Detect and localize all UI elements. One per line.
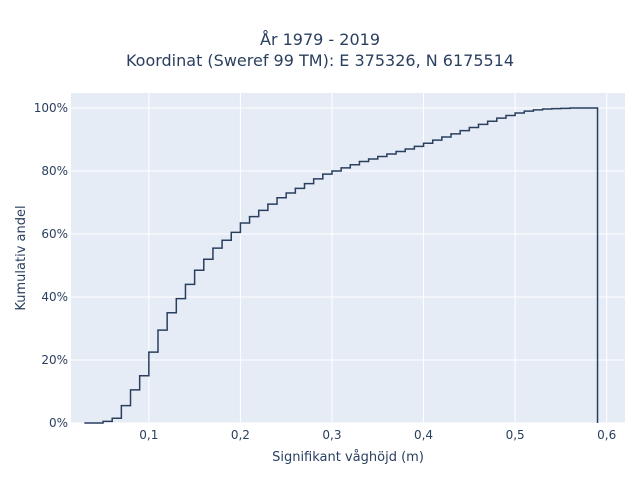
cdf-point bbox=[505, 114, 507, 117]
cdf-point bbox=[194, 269, 196, 271]
cdf-point bbox=[102, 420, 104, 423]
cdf-point bbox=[551, 108, 553, 110]
cdf-point bbox=[258, 209, 260, 211]
cdf-point bbox=[120, 405, 122, 407]
cdf-point bbox=[267, 203, 269, 205]
cdf-point bbox=[313, 178, 315, 180]
cdf-point bbox=[587, 107, 589, 109]
cdf-point bbox=[139, 375, 141, 377]
cdf-point bbox=[459, 130, 461, 132]
y-tick-label: 60% bbox=[41, 227, 68, 241]
x-tick-label: 0,1 bbox=[139, 428, 158, 442]
cdf-point bbox=[496, 117, 498, 119]
cdf-point bbox=[523, 110, 525, 112]
cdf-point bbox=[349, 164, 351, 166]
series-layer bbox=[84, 107, 599, 424]
cdf-point bbox=[432, 139, 434, 141]
cdf-point bbox=[596, 107, 599, 109]
cdf-point bbox=[248, 216, 251, 218]
cdf-point bbox=[368, 158, 370, 160]
cdf-point bbox=[450, 133, 452, 135]
cdf-point bbox=[487, 120, 489, 122]
x-tick-label: 0,3 bbox=[322, 428, 341, 442]
cdf-point bbox=[422, 142, 425, 144]
cdf-point bbox=[377, 155, 379, 158]
x-tick-label: 0,2 bbox=[231, 428, 250, 442]
cdf-point bbox=[148, 351, 150, 353]
grid-lines bbox=[71, 93, 625, 424]
cdf-point bbox=[166, 312, 168, 314]
cdf-point bbox=[276, 197, 278, 199]
cdf-point bbox=[322, 173, 324, 175]
y-tick-labels: 0% 20% 40% 60% 80% 100% bbox=[34, 101, 68, 430]
cdf-point bbox=[340, 167, 342, 169]
chart-title-line1: År 1979 - 2019 bbox=[260, 30, 380, 49]
cdf-point bbox=[285, 192, 287, 194]
cdf-point bbox=[404, 148, 406, 150]
cdf-point bbox=[569, 107, 571, 109]
cdf-point bbox=[441, 136, 443, 138]
cdf-point bbox=[386, 153, 388, 155]
plot-area bbox=[71, 93, 625, 423]
chart-title-line2: Koordinat (Sweref 99 TM): E 375326, N 61… bbox=[125, 51, 515, 70]
cdf-point bbox=[578, 107, 580, 109]
cdf-point bbox=[203, 258, 205, 260]
x-tick-labels: 0,1 0,2 0,3 0,4 0,5 0,6 bbox=[139, 428, 616, 442]
cdf-point bbox=[477, 123, 480, 125]
cdf-point bbox=[358, 160, 361, 163]
y-tick-label: 0% bbox=[49, 416, 68, 430]
y-tick-label: 20% bbox=[41, 353, 68, 367]
y-tick-label: 40% bbox=[41, 290, 68, 304]
x-tick-label: 0,5 bbox=[506, 428, 525, 442]
cdf-point bbox=[221, 239, 223, 241]
cdf-point bbox=[230, 231, 232, 234]
y-tick-label: 80% bbox=[41, 164, 68, 178]
cdf-point bbox=[111, 417, 113, 419]
cdf-point bbox=[294, 187, 296, 189]
cdf-point bbox=[157, 329, 159, 331]
cdf-point bbox=[175, 297, 177, 300]
cdf-point bbox=[413, 145, 415, 148]
x-tick-label: 0,6 bbox=[597, 428, 616, 442]
cdf-point bbox=[184, 283, 187, 285]
cdf-point bbox=[560, 107, 562, 109]
y-tick-label: 100% bbox=[34, 101, 68, 115]
cdf-point bbox=[395, 150, 397, 153]
cdf-point bbox=[541, 108, 544, 110]
y-axis-label: Kumulativ andel bbox=[14, 205, 29, 310]
cdf-point bbox=[514, 112, 516, 114]
x-axis-label: Signifikant våghöjd (m) bbox=[272, 450, 424, 465]
cdf-point bbox=[303, 183, 306, 185]
cdf-point bbox=[468, 126, 470, 129]
cdf-point bbox=[84, 422, 86, 424]
cdf-point bbox=[212, 247, 214, 249]
cdf-point bbox=[129, 389, 132, 391]
cdf-point bbox=[532, 109, 535, 111]
x-tick-label: 0,4 bbox=[414, 428, 433, 442]
cdf-point bbox=[239, 222, 242, 224]
cdf-point bbox=[331, 170, 333, 172]
